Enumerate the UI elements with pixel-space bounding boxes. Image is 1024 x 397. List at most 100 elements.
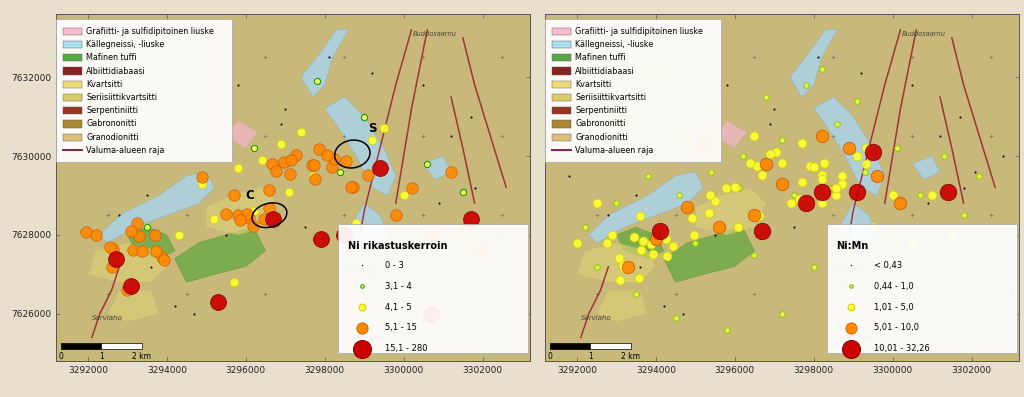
Point (88, 232, 104, 238)
Point (364, 70, 380, 76)
Point (419, 161, 435, 167)
Point (885, 192, 901, 198)
Point (827, 191, 844, 198)
FancyBboxPatch shape (338, 224, 527, 353)
Text: C: C (246, 189, 255, 202)
Point (612, 74, 629, 80)
Point (297, 224, 313, 230)
Point (604, 232, 621, 238)
Point (589, 200, 605, 206)
Polygon shape (325, 97, 395, 195)
Point (834, 181, 850, 188)
Point (816, 160, 833, 166)
Point (943, 232, 959, 238)
Point (1002, 291, 1019, 297)
Point (936, 153, 952, 159)
Polygon shape (226, 120, 258, 148)
Point (686, 232, 702, 238)
Text: 4,1 - 5: 4,1 - 5 (385, 303, 412, 312)
Point (719, 82, 735, 88)
FancyBboxPatch shape (545, 19, 721, 162)
Point (813, 133, 829, 139)
Point (774, 137, 791, 143)
Point (904, 82, 921, 88)
Text: S: S (368, 122, 377, 135)
Point (376, 125, 392, 131)
FancyBboxPatch shape (63, 107, 82, 114)
Point (288, 152, 304, 158)
Point (345, 184, 361, 190)
Point (387, 212, 403, 218)
Bar (590, 343, 631, 349)
Point (305, 173, 322, 179)
Point (261, 204, 278, 211)
Point (326, 155, 342, 162)
Point (282, 171, 298, 177)
Point (88, 94, 104, 100)
Text: Pihjalasärvi: Pihjalasärvi (830, 263, 876, 278)
Point (821, 185, 838, 191)
Point (983, 232, 999, 238)
Text: Mafinen tuffi: Mafinen tuffi (575, 53, 626, 62)
Point (241, 215, 257, 222)
Point (762, 151, 778, 157)
Point (265, 216, 282, 222)
Point (951, 114, 968, 120)
Point (675, 311, 691, 317)
Point (229, 82, 246, 88)
Text: Buddosaarnu: Buddosaarnu (902, 31, 946, 37)
Text: 15,1 - 280: 15,1 - 280 (385, 344, 428, 353)
Point (610, 255, 627, 261)
Point (643, 241, 659, 247)
Point (245, 223, 261, 229)
Point (275, 159, 292, 166)
Point (103, 145, 120, 151)
Point (809, 54, 825, 60)
Point (246, 208, 262, 214)
Point (849, 188, 865, 195)
Point (841, 145, 857, 151)
Point (403, 185, 420, 191)
Point (495, 232, 511, 238)
Polygon shape (88, 243, 167, 282)
Text: Albiittidiabaasi: Albiittidiabaasi (575, 67, 635, 75)
Point (684, 215, 700, 222)
Polygon shape (108, 290, 159, 322)
Point (849, 153, 865, 159)
Text: 2 km: 2 km (621, 352, 640, 361)
Text: 0 - 3: 0 - 3 (385, 261, 404, 270)
Text: < 0,43: < 0,43 (874, 261, 902, 270)
Point (702, 169, 719, 175)
Point (273, 141, 290, 147)
Text: Kvartsitti: Kvartsitti (86, 80, 123, 89)
Text: Kvartsitti: Kvartsitti (575, 80, 611, 89)
Point (628, 192, 644, 198)
Point (395, 192, 412, 198)
Point (348, 220, 365, 226)
Point (415, 82, 431, 88)
Polygon shape (790, 30, 838, 97)
Point (864, 224, 881, 230)
Point (751, 213, 767, 220)
Point (305, 162, 322, 168)
FancyBboxPatch shape (552, 133, 571, 141)
FancyBboxPatch shape (552, 28, 571, 35)
Point (632, 213, 648, 220)
Point (608, 200, 625, 206)
Point (104, 246, 121, 252)
Point (123, 74, 139, 80)
FancyBboxPatch shape (63, 81, 82, 88)
Point (679, 204, 695, 210)
Point (139, 224, 156, 230)
FancyBboxPatch shape (552, 54, 571, 62)
Point (651, 228, 668, 234)
Point (798, 82, 814, 88)
Point (645, 251, 662, 257)
Point (78, 229, 94, 235)
Text: Mafinen tuffi: Mafinen tuffi (86, 53, 137, 62)
Point (156, 256, 172, 263)
Point (730, 185, 746, 191)
Point (134, 248, 151, 254)
Polygon shape (616, 227, 664, 258)
Point (700, 209, 717, 216)
